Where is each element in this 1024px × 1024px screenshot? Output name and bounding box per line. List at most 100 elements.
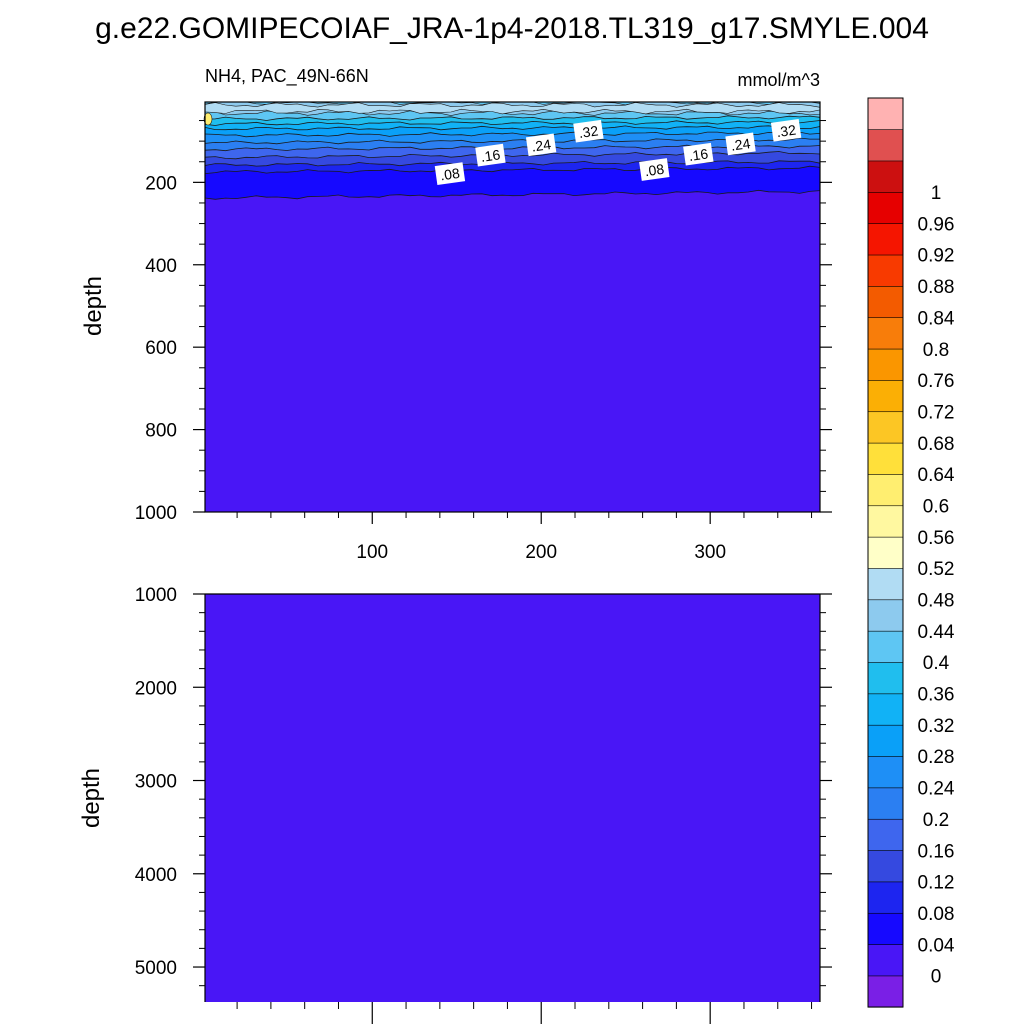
colorbar-swatch <box>867 317 904 350</box>
colorbar-label: 0.92 <box>918 246 955 267</box>
contour-label: .32 <box>573 119 604 143</box>
contour-line-0.08 <box>204 165 821 174</box>
contour-label: .24 <box>525 133 557 157</box>
contour-label: .16 <box>475 143 506 167</box>
colorbar-label: 0.08 <box>918 904 955 925</box>
colorbar-label: 0.96 <box>918 214 955 235</box>
contour-label: .08 <box>639 158 670 181</box>
colorbar-label: 0.56 <box>918 528 955 549</box>
lower-panel: depth 1000 2000 3000 4000 5000 <box>78 585 832 1024</box>
colorbar-swatch <box>867 285 904 319</box>
y-tick-label: 4000 <box>135 865 177 886</box>
colorbar-swatch <box>867 787 904 820</box>
colorbar-swatch <box>867 536 904 569</box>
y-tick-label: 800 <box>145 421 177 442</box>
lower-y-axis-label: depth <box>78 768 105 828</box>
contour-label: .08 <box>434 162 466 185</box>
surface-max-spot <box>203 112 213 126</box>
colorbar-label: 0.72 <box>918 402 955 423</box>
contour-label-text: .24 <box>730 135 752 154</box>
figure-title: g.e22.GOMIPECOIAF_JRA-1p4-2018.TL319_g17… <box>95 12 929 45</box>
colorbar-label: 0.12 <box>918 873 955 894</box>
colorbar-swatch <box>867 975 904 1008</box>
contour-line-0.4 <box>204 115 821 121</box>
colorbar-label: 0.4 <box>923 653 950 674</box>
contour-line-0.24 <box>204 137 820 145</box>
contour-label-text: .32 <box>775 121 797 140</box>
contour-line-0.12 <box>204 160 821 167</box>
colorbar-swatch <box>867 411 904 444</box>
colorbar-label: 0.6 <box>923 497 949 518</box>
contour-label-text: .16 <box>688 145 710 164</box>
colorbar-swatch <box>867 348 904 381</box>
colorbar-swatch <box>867 818 904 851</box>
colorbar-label: 0.88 <box>918 277 955 298</box>
y-tick-label: 2000 <box>135 678 177 699</box>
colorbar-label: 0.84 <box>918 308 955 329</box>
contour-label-text: .08 <box>439 165 461 184</box>
colorbar-swatch <box>867 160 904 193</box>
colorbar-swatch <box>867 693 904 726</box>
y-tick-label: 1000 <box>135 585 177 606</box>
upper-axes: 200 400 600 800 1000 100 200 300 <box>135 101 832 563</box>
colorbar-swatch <box>867 881 904 914</box>
y-tick-label: 200 <box>145 173 177 194</box>
colorbar-swatch <box>867 129 904 162</box>
colorbar-label: 0.52 <box>918 559 955 580</box>
contour-label-text: .16 <box>480 146 502 165</box>
x-tick-label: 300 <box>694 542 726 563</box>
colorbar-label: 0.16 <box>918 841 955 862</box>
colorbar-label: 0.24 <box>918 779 955 800</box>
upper-frame <box>204 101 821 513</box>
colorbar-swatch <box>867 630 904 663</box>
y-tick-label: 1000 <box>135 503 177 524</box>
colorbar-label: 0.48 <box>918 591 955 612</box>
colorbar-swatch <box>867 567 904 601</box>
contour-label: .16 <box>683 142 714 166</box>
colorbar-swatch <box>867 97 904 130</box>
contour-line-0.2 <box>204 144 821 152</box>
contour-line-0.16 <box>204 151 821 160</box>
x-tick-label: 100 <box>356 542 388 563</box>
contour-label: .24 <box>725 132 756 156</box>
contour-line-0.32 <box>204 125 821 131</box>
contour-label: .32 <box>770 118 802 142</box>
colorbar-swatch <box>867 254 904 287</box>
contour-label-text: .32 <box>578 122 600 141</box>
colorbar-swatch <box>867 849 904 883</box>
colorbar-swatch <box>867 473 904 507</box>
lower-background-fill <box>205 594 820 1002</box>
upper-left-title: NH4, PAC_49N-66N <box>205 66 369 87</box>
colorbar-label: 0.32 <box>918 716 955 737</box>
colorbar-frame <box>867 97 904 1008</box>
colorbar-swatch <box>867 442 904 475</box>
upper-contour-labels: .08 .16 .24 .32 .08 .16 .24 .32 <box>434 118 802 185</box>
colorbar-label: 0.76 <box>918 371 955 392</box>
upper-panel: NH4, PAC_49N-66N mmol/m^3 depth .08 .16 .2… <box>80 66 832 563</box>
contour-line-0.04 <box>204 189 821 200</box>
contour-line-0.36 <box>204 120 821 126</box>
colorbar-label: 0.28 <box>918 747 955 768</box>
colorbar-swatch <box>867 505 904 538</box>
upper-units-label: mmol/m^3 <box>738 70 820 90</box>
colorbar-swatch <box>867 379 904 413</box>
contour-label-text: .24 <box>530 136 552 155</box>
colorbar-swatch <box>867 755 904 789</box>
y-tick-label: 600 <box>145 338 177 359</box>
colorbar-label: 0.2 <box>923 810 949 831</box>
colorbar-swatch <box>867 223 904 256</box>
colorbar-label: 0.8 <box>923 340 949 361</box>
colorbar-label: 0.04 <box>918 935 955 956</box>
colorbar-swatch <box>867 944 904 977</box>
lower-axes: 1000 2000 3000 4000 5000 <box>135 585 832 1024</box>
colorbar-swatch <box>867 599 904 632</box>
x-tick-label: 200 <box>525 542 557 563</box>
colorbar-swatch <box>867 191 904 224</box>
colorbar-label: 0.64 <box>918 465 955 486</box>
colorbar-label: 0 <box>931 967 942 988</box>
colorbar-label: 0.36 <box>918 685 955 706</box>
colorbar-label: 1 <box>931 183 942 204</box>
colorbar-swatch <box>867 724 904 757</box>
colorbar-swatch <box>867 912 904 945</box>
